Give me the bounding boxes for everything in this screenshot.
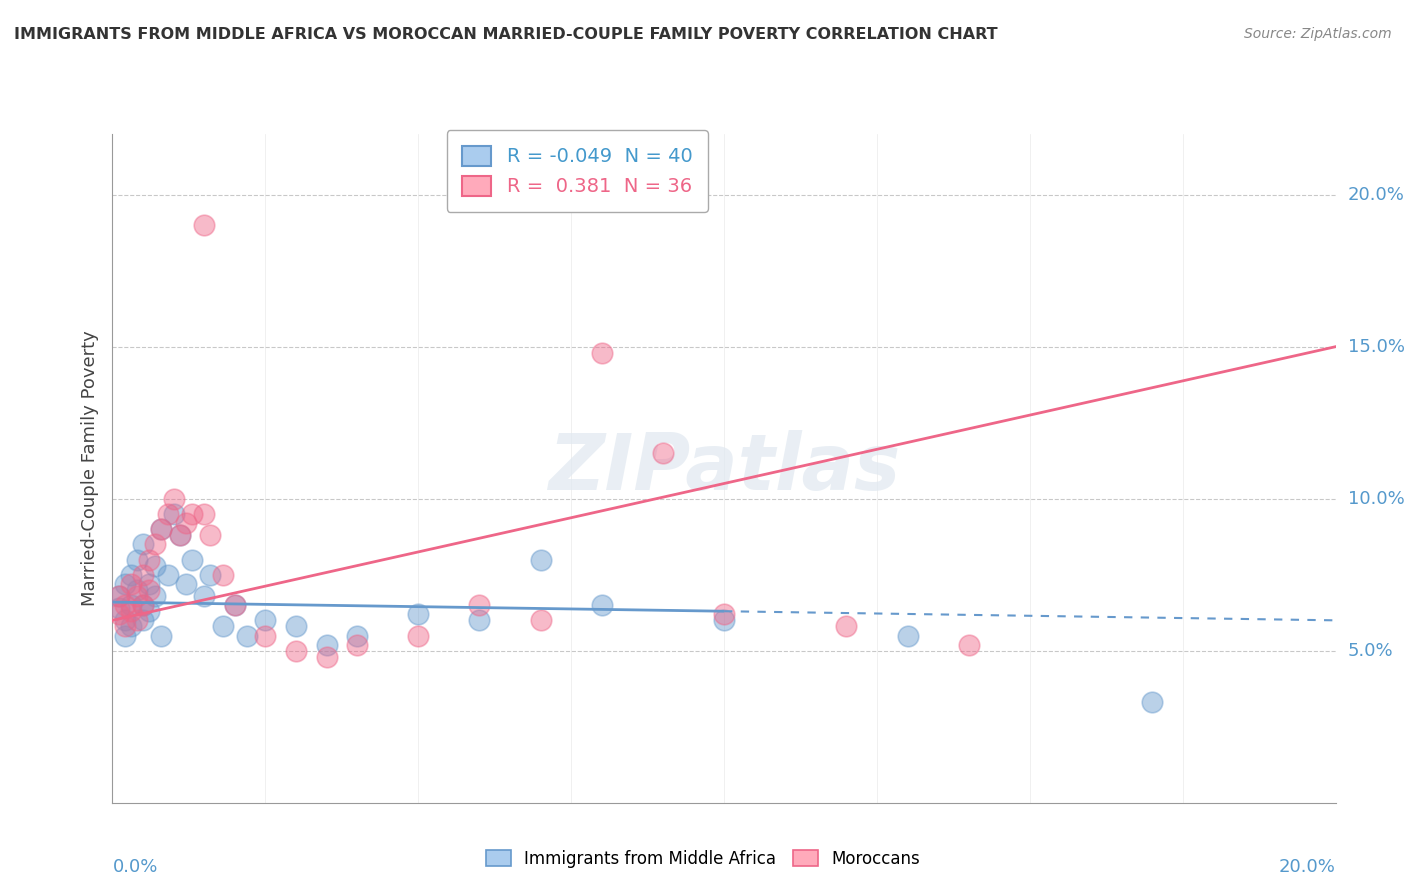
Point: [200, 528, 222, 542]
Point: [193, 589, 215, 603]
Point: [652, 446, 675, 460]
Point: [315, 638, 337, 652]
Point: [591, 345, 613, 359]
Text: 20.0%: 20.0%: [1279, 857, 1336, 876]
Legend: Immigrants from Middle Africa, Moroccans: Immigrants from Middle Africa, Moroccans: [479, 844, 927, 875]
Point: [120, 567, 142, 582]
Point: [530, 613, 553, 627]
Point: [408, 628, 430, 642]
Point: [284, 619, 308, 633]
Point: [163, 507, 186, 521]
Point: [107, 601, 129, 615]
Text: 15.0%: 15.0%: [1348, 338, 1405, 356]
Point: [169, 528, 191, 542]
Point: [125, 613, 148, 627]
Point: [150, 628, 173, 642]
Point: [169, 528, 191, 542]
Point: [138, 577, 160, 591]
Text: 5.0%: 5.0%: [1348, 641, 1393, 660]
Point: [200, 567, 222, 582]
Point: [120, 598, 142, 612]
Point: [125, 589, 148, 603]
Point: [132, 613, 155, 627]
Point: [138, 582, 160, 597]
Point: [132, 598, 155, 612]
Point: [107, 589, 129, 603]
Point: [835, 619, 858, 633]
Point: [181, 507, 204, 521]
Point: [156, 507, 179, 521]
Point: [107, 589, 129, 603]
Point: [132, 598, 155, 612]
Point: [193, 507, 215, 521]
Point: [114, 628, 136, 642]
Point: [236, 628, 259, 642]
Point: [150, 522, 173, 536]
Point: [125, 582, 148, 597]
Point: [284, 644, 308, 658]
Text: 0.0%: 0.0%: [112, 857, 157, 876]
Point: [114, 619, 136, 633]
Point: [143, 537, 166, 551]
Point: [156, 567, 179, 582]
Text: IMMIGRANTS FROM MIDDLE AFRICA VS MOROCCAN MARRIED-COUPLE FAMILY POVERTY CORRELAT: IMMIGRANTS FROM MIDDLE AFRICA VS MOROCCA…: [14, 27, 998, 42]
Point: [713, 607, 735, 622]
Point: [897, 628, 920, 642]
Point: [143, 589, 166, 603]
Text: Source: ZipAtlas.com: Source: ZipAtlas.com: [1244, 27, 1392, 41]
Text: 20.0%: 20.0%: [1348, 186, 1405, 203]
Point: [530, 552, 553, 566]
Point: [143, 558, 166, 573]
Point: [132, 567, 155, 582]
Point: [138, 604, 160, 618]
Point: [193, 218, 215, 232]
Point: [120, 577, 142, 591]
Point: [346, 628, 368, 642]
Point: [114, 613, 136, 627]
Point: [224, 598, 246, 612]
Point: [468, 598, 491, 612]
Point: [211, 567, 233, 582]
Point: [114, 598, 136, 612]
Y-axis label: Married-Couple Family Poverty: Married-Couple Family Poverty: [80, 330, 98, 607]
Point: [132, 537, 155, 551]
Legend: R = -0.049  N = 40, R =  0.381  N = 36: R = -0.049 N = 40, R = 0.381 N = 36: [447, 130, 709, 212]
Point: [163, 491, 186, 506]
Point: [125, 552, 148, 566]
Point: [114, 577, 136, 591]
Point: [957, 638, 980, 652]
Text: ZIPatlas: ZIPatlas: [548, 430, 900, 507]
Point: [591, 598, 613, 612]
Point: [211, 619, 233, 633]
Point: [181, 552, 204, 566]
Point: [254, 613, 277, 627]
Text: 10.0%: 10.0%: [1348, 490, 1405, 508]
Point: [254, 628, 277, 642]
Point: [120, 619, 142, 633]
Point: [408, 607, 430, 622]
Point: [1142, 696, 1164, 710]
Point: [224, 598, 246, 612]
Point: [138, 552, 160, 566]
Point: [315, 649, 337, 664]
Point: [468, 613, 491, 627]
Point: [150, 522, 173, 536]
Point: [107, 607, 129, 622]
Point: [120, 604, 142, 618]
Point: [174, 516, 197, 530]
Point: [174, 577, 197, 591]
Point: [346, 638, 368, 652]
Point: [713, 613, 735, 627]
